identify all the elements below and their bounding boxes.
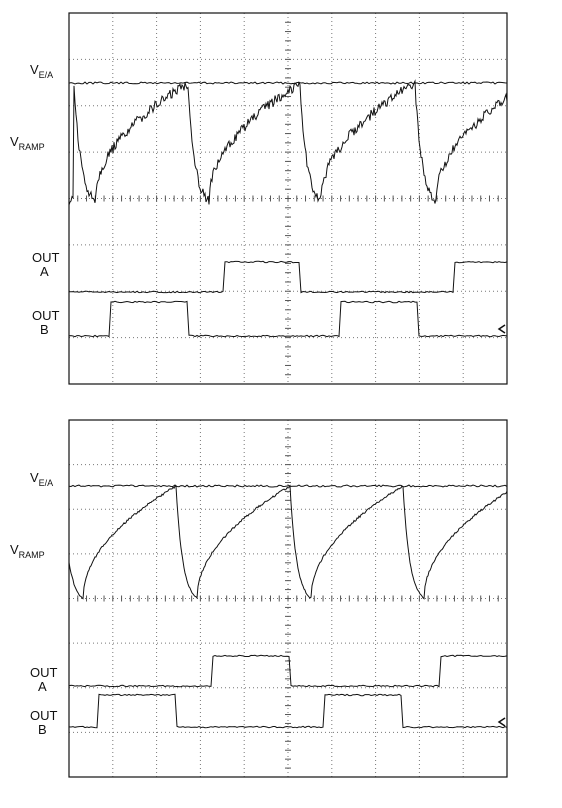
outb-label: OUT: [32, 308, 60, 323]
outb-trace: [68, 300, 508, 338]
vea-label: VE/A: [30, 470, 53, 488]
vea-label: VE/A: [30, 62, 53, 80]
panel-2-labels: VE/A VRAMP OUT A OUT B: [10, 470, 58, 737]
outb-label: B: [38, 722, 47, 737]
vea-trace: [68, 81, 508, 85]
outa-label: A: [40, 264, 49, 279]
outa-trace: [68, 654, 508, 688]
vramp-trace: [68, 79, 508, 205]
outb-trace: [68, 693, 508, 729]
outb-label: OUT: [30, 708, 58, 723]
ground-marker: [497, 324, 506, 334]
outa-label: A: [38, 679, 47, 694]
panel-1-labels: VE/A VRAMP OUT A OUT B: [10, 62, 60, 337]
outa-label: OUT: [32, 250, 60, 265]
vramp-label: VRAMP: [10, 134, 45, 152]
screen-frame: [68, 419, 508, 778]
outa-label: OUT: [30, 665, 58, 680]
ground-marker: [497, 717, 506, 727]
vramp-label: VRAMP: [10, 542, 45, 560]
screen-frame: [68, 12, 508, 385]
vea-trace: [68, 484, 508, 488]
outa-trace: [68, 260, 508, 294]
vramp-trace: [68, 484, 508, 600]
outb-label: B: [40, 322, 49, 337]
